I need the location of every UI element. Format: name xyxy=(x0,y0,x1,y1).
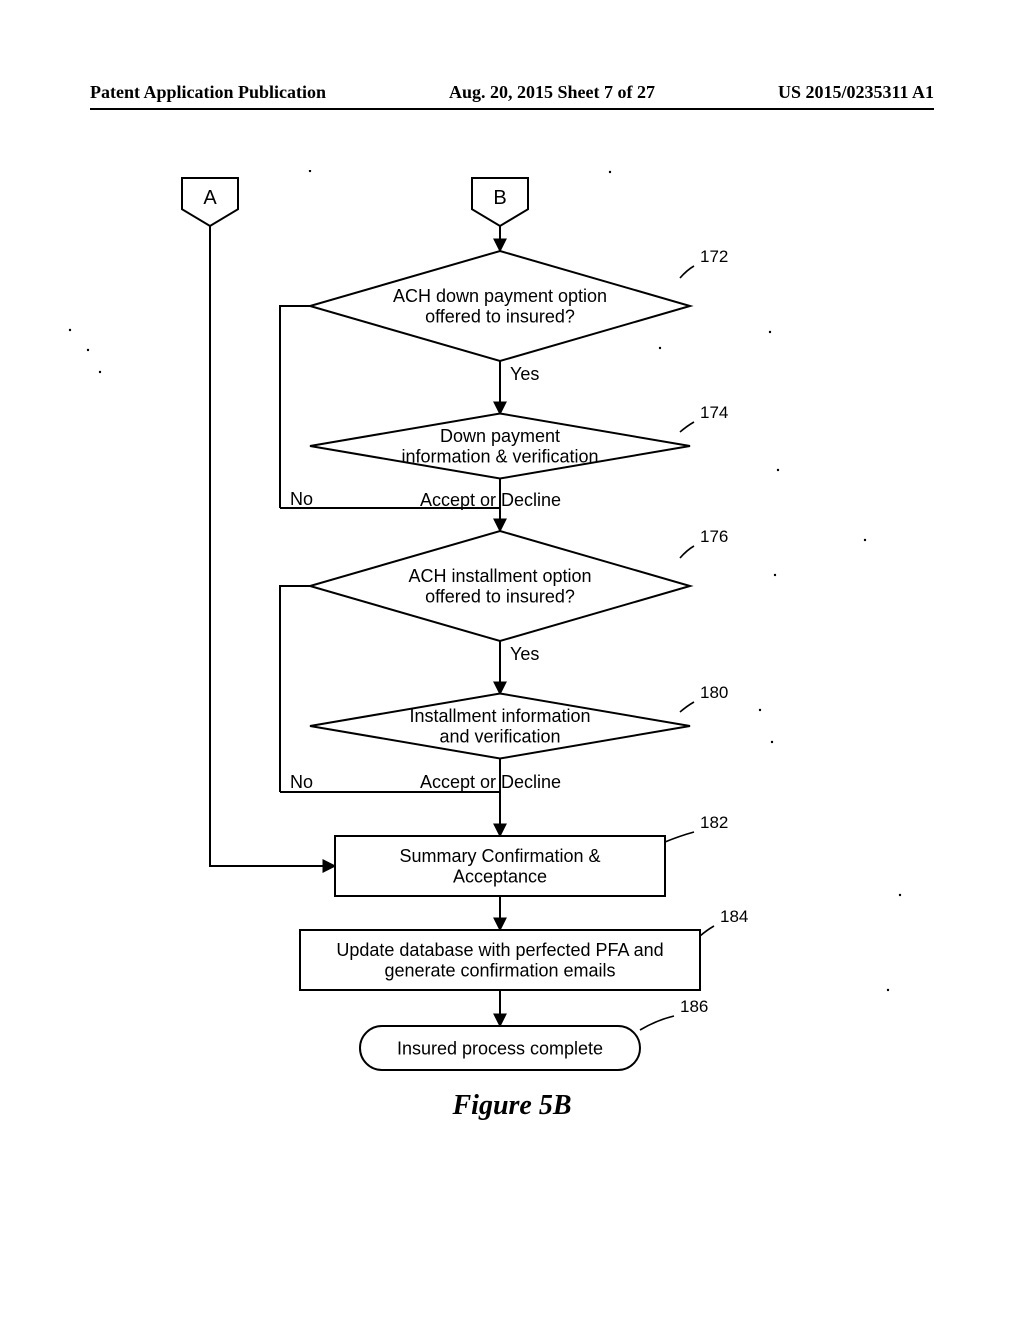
ref-hook xyxy=(680,546,694,558)
edge-e176_no xyxy=(280,586,310,792)
edge-eA_down xyxy=(210,226,335,866)
edge-e172_no xyxy=(280,306,310,508)
ref-hook xyxy=(680,702,694,712)
ref-number: 186 xyxy=(680,997,708,1016)
edge-label: Accept or Decline xyxy=(420,490,561,510)
edge-label: Yes xyxy=(510,644,539,664)
node-text: offered to insured? xyxy=(425,307,575,327)
header-right: US 2015/0235311 A1 xyxy=(778,82,934,103)
node-text: Summary Confirmation & xyxy=(399,846,600,866)
ref-hook xyxy=(700,926,714,936)
node-text: Installment information xyxy=(409,706,590,726)
ref-hook xyxy=(680,422,694,432)
node-text: ACH down payment option xyxy=(393,286,607,306)
node-text: Update database with perfected PFA and xyxy=(336,940,663,960)
ref-number: 176 xyxy=(700,527,728,546)
ref-hook xyxy=(680,266,694,278)
flowchart-figure: ABACH down payment optionoffered to insu… xyxy=(0,170,1024,1170)
ref-hook xyxy=(640,1016,674,1030)
edge-label: No xyxy=(290,489,313,509)
header-center: Aug. 20, 2015 Sheet 7 of 27 xyxy=(449,82,655,103)
node-text: Down payment xyxy=(440,426,560,446)
figure-caption: Figure 5B xyxy=(0,1090,1024,1122)
node-text: offered to insured? xyxy=(425,587,575,607)
header-left: Patent Application Publication xyxy=(90,82,326,103)
ref-hook xyxy=(665,832,694,842)
ref-number: 174 xyxy=(700,403,728,422)
edge-label: Yes xyxy=(510,364,539,384)
node-text: generate confirmation emails xyxy=(384,961,615,981)
offpage-label: A xyxy=(203,187,217,209)
header-rule xyxy=(90,108,934,110)
node-text: Acceptance xyxy=(453,867,547,887)
node-text: ACH installment option xyxy=(408,566,591,586)
ref-number: 180 xyxy=(700,683,728,702)
node-text: Insured process complete xyxy=(397,1038,603,1058)
ref-number: 182 xyxy=(700,813,728,832)
page-header: Patent Application Publication Aug. 20, … xyxy=(90,82,934,103)
node-text: information & verification xyxy=(401,447,598,467)
node-text: and verification xyxy=(439,727,560,747)
ref-number: 184 xyxy=(720,907,748,926)
flowchart-svg: ABACH down payment optionoffered to insu… xyxy=(0,170,1024,1090)
offpage-label: B xyxy=(493,187,506,209)
edge-label: No xyxy=(290,772,313,792)
edge-label: Accept or Decline xyxy=(420,772,561,792)
ref-number: 172 xyxy=(700,247,728,266)
